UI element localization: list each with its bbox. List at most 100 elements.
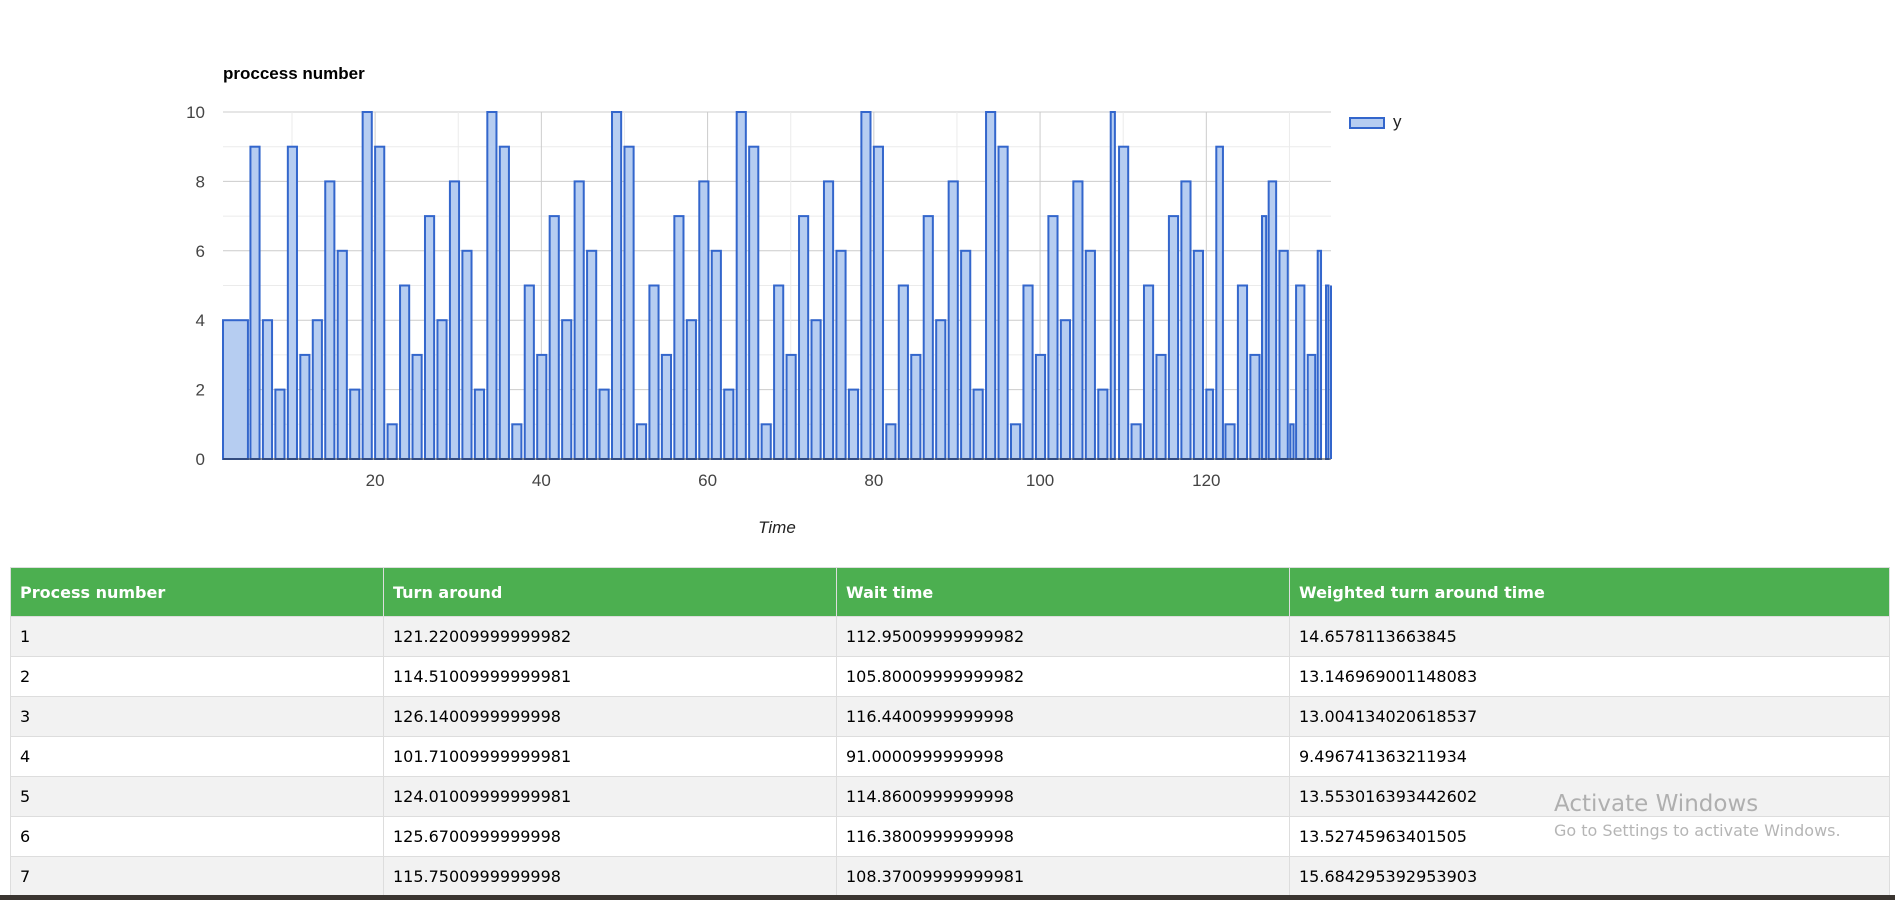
chart-bar (1009, 423, 1022, 460)
chart-bar (222, 319, 249, 461)
legend-label: y (1393, 112, 1402, 131)
chart-bar (660, 353, 673, 460)
chart-bar (1130, 423, 1142, 460)
chart-bar (261, 319, 274, 461)
cell-process-number: 3 (10, 696, 384, 737)
cell-process-number: 7 (10, 856, 384, 897)
chart-bar (1072, 180, 1084, 460)
chart-bar (773, 284, 785, 460)
chart-bar (985, 111, 997, 460)
chart-bar (947, 180, 959, 460)
y-tick-label: 10 (186, 103, 205, 122)
cell-turn-around: 114.51009999999981 (383, 656, 837, 697)
y-tick-label: 2 (196, 381, 205, 400)
chart-bar (548, 215, 560, 460)
chart-bar (1325, 284, 1330, 460)
chart-bar (1215, 145, 1224, 460)
chart-bar (723, 388, 735, 461)
cell-wait-time: 108.37009999999981 (836, 856, 1290, 897)
chart-bar (411, 353, 423, 460)
chart-bar (1084, 249, 1096, 460)
x-tick-label: 60 (698, 471, 717, 490)
table-header-row: Process number Turn around Wait time Wei… (10, 567, 1890, 617)
chart-bar (735, 111, 747, 460)
chart-bar (648, 284, 660, 460)
chart-bar (847, 388, 860, 461)
chart-bar (249, 145, 261, 460)
table-row: 2 114.51009999999981 105.80009999999982 … (10, 656, 1890, 697)
chart-bar (336, 249, 348, 460)
header-process-number: Process number (10, 567, 384, 617)
legend: y (1349, 112, 1402, 131)
chart-bar (698, 180, 710, 460)
chart-bar (1180, 180, 1192, 460)
chart-bar (922, 215, 934, 460)
y-tick-label: 6 (196, 242, 205, 261)
chart-bar (1155, 353, 1167, 460)
cell-turn-around: 124.01009999999981 (383, 776, 837, 817)
chart-bar (835, 249, 847, 460)
chart-bar (635, 423, 648, 460)
chart-bar (623, 145, 635, 460)
cell-weighted-turn-around: 13.146969001148083 (1289, 656, 1890, 697)
chart-bar (972, 388, 984, 461)
chart-bar (1278, 249, 1289, 460)
cell-weighted-turn-around: 13.004134020618537 (1289, 696, 1890, 737)
chart-bar (486, 111, 498, 460)
cell-wait-time: 116.4400999999998 (836, 696, 1290, 737)
chart-bar (798, 215, 810, 460)
x-tick-label: 120 (1192, 471, 1220, 490)
x-tick-label: 80 (864, 471, 883, 490)
chart-bar (997, 145, 1009, 460)
chart-bar (461, 249, 473, 460)
chart-bar (1022, 284, 1034, 460)
chart-bar (386, 423, 398, 460)
results-table: Process number Turn around Wait time Wei… (10, 567, 1890, 897)
header-wait-time: Wait time (836, 567, 1290, 617)
table-row: 6 125.6700999999998 116.3800999999998 13… (10, 816, 1890, 857)
chart-bar (498, 145, 510, 460)
cell-turn-around: 121.22009999999982 (383, 616, 837, 657)
cell-weighted-turn-around: 15.684295392953903 (1289, 856, 1890, 897)
x-tick-label: 100 (1026, 471, 1054, 490)
table-row: 3 126.1400999999998 116.4400999999998 13… (10, 696, 1890, 737)
header-weighted-turn-around: Weighted turn around time (1289, 567, 1890, 617)
cell-process-number: 2 (10, 656, 384, 697)
x-tick-label: 20 (366, 471, 385, 490)
chart-bar (1047, 215, 1059, 460)
chart-bar (860, 111, 872, 460)
cell-turn-around: 101.71009999999981 (383, 736, 837, 777)
chart-bar (1034, 353, 1047, 460)
chart-bar (286, 145, 298, 460)
chart-bar (822, 180, 835, 460)
chart-bar (1192, 249, 1204, 460)
chart-bar (710, 249, 722, 460)
chart-bar (1306, 353, 1317, 460)
x-axis-label: Time (758, 518, 796, 537)
chart-bar (1205, 388, 1214, 461)
chart-bar (1267, 180, 1278, 460)
chart-bar (785, 353, 797, 460)
chart-bar (598, 388, 610, 461)
chart-bar (561, 319, 573, 461)
x-tick-label: 40 (532, 471, 551, 490)
chart-bar (399, 284, 411, 460)
chart-bar (810, 319, 822, 461)
chart-bars (222, 111, 1330, 461)
chart-bar (885, 423, 897, 460)
chart-bar (349, 388, 361, 461)
chart-bar (274, 388, 286, 461)
cell-turn-around: 126.1400999999998 (383, 696, 837, 737)
cell-weighted-turn-around: 13.52745963401505 (1289, 816, 1890, 857)
chart-bar (1316, 249, 1323, 460)
cell-process-number: 5 (10, 776, 384, 817)
chart: proccess number 0 2 4 6 8 10 20 40 60 80 100 120 Ti… (186, 64, 1402, 537)
cell-wait-time: 91.0000999999998 (836, 736, 1290, 777)
chart-bar (1142, 284, 1155, 460)
chart-bar (1236, 284, 1249, 460)
taskbar-edge (0, 895, 1895, 900)
chart-bar (1289, 423, 1295, 460)
table-row: 5 124.01009999999981 114.8600999999998 1… (10, 776, 1890, 817)
chart-bar (685, 319, 697, 461)
chart-bar (1295, 284, 1306, 460)
